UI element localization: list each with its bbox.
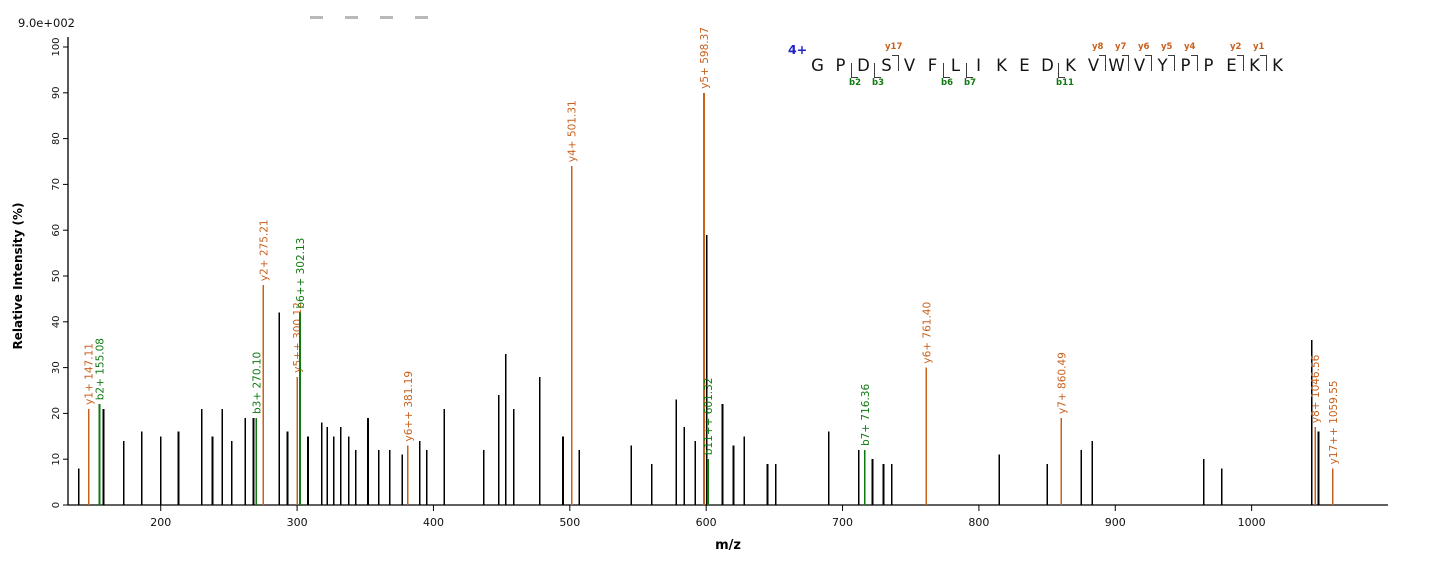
residue-letter: K — [1065, 56, 1076, 75]
y-ion-bracket-icon — [1145, 55, 1152, 71]
b-ion-bracket-icon — [851, 63, 858, 78]
residue-letter: E — [1019, 56, 1030, 75]
residue-letter: P — [1203, 56, 1214, 75]
y-tick-label: 0 — [51, 502, 62, 508]
residue-letter: K — [1249, 56, 1260, 75]
residue-letter: K — [996, 56, 1007, 75]
x-tick-label: 700 — [832, 516, 853, 529]
residue-letter: G — [811, 56, 824, 75]
residue-letter: I — [976, 56, 981, 75]
x-tick-label: 300 — [287, 516, 308, 529]
y-tick-label: 80 — [51, 132, 62, 145]
y-ion-peak-label: y8+ 1046.56 — [1310, 354, 1322, 423]
x-tick-label: 600 — [696, 516, 717, 529]
b-ion-peak-label: b6++ 302.13 — [295, 238, 307, 309]
y-axis-label: Relative Intensity (%) — [11, 203, 25, 350]
x-tick-label: 800 — [968, 516, 989, 529]
y-ion-peak-label: y17++ 1059.55 — [1328, 380, 1340, 464]
y-ion-bracket-icon — [1122, 55, 1129, 71]
residue-letter: P — [1180, 56, 1191, 75]
y-ion-bracket-icon — [1168, 55, 1175, 71]
y-tick-label: 100 — [51, 37, 62, 56]
y-ion-peak-label: y1+ 147.11 — [84, 343, 96, 405]
b-ion-label: b2 — [849, 78, 861, 88]
x-tick-label: 1000 — [1238, 516, 1266, 529]
y-tick-label: 60 — [51, 224, 62, 237]
residue-letter: D — [1041, 56, 1054, 75]
y-ion-peak-label: y6+ 761.40 — [921, 302, 933, 364]
b-ion-label: b7 — [964, 78, 976, 88]
x-tick-label: 400 — [423, 516, 444, 529]
max-intensity-label: 9.0e+002 — [18, 16, 75, 30]
b-ion-bracket-icon — [943, 63, 950, 78]
y-ion-bracket-icon — [1260, 55, 1267, 71]
y-ion-peak-label: y4+ 501.31 — [567, 100, 579, 162]
b-ion-bracket-icon — [1058, 63, 1065, 78]
x-axis-label: m/z — [715, 538, 741, 553]
b-ion-peak-label: b2+ 155.08 — [94, 338, 106, 400]
residue-letter: V — [1133, 56, 1146, 75]
artifact-dash — [345, 16, 358, 19]
y-ion-bracket-icon — [1099, 55, 1106, 71]
y-ion-label: y1 — [1253, 42, 1265, 52]
y-tick-label: 30 — [51, 361, 62, 374]
y-tick-label: 50 — [51, 270, 62, 283]
residue-letter: P — [835, 56, 846, 75]
y-ion-label: y8 — [1092, 42, 1104, 52]
artifact-dash — [310, 16, 323, 19]
y-ion-label: y7 — [1115, 42, 1127, 52]
residue-letter: F — [927, 56, 938, 75]
y-ion-bracket-icon — [1191, 55, 1198, 71]
y-tick-label: 10 — [51, 453, 62, 466]
b-ion-label: b6 — [941, 78, 953, 88]
y-ion-bracket-icon — [1237, 55, 1244, 71]
residue-letter: L — [950, 56, 961, 75]
y-ion-label: y5 — [1161, 42, 1173, 52]
b-ion-peak-label: b7+ 716.36 — [860, 383, 872, 446]
x-tick-label: 200 — [150, 516, 171, 529]
artifact-dash — [380, 16, 393, 19]
artifact-dash — [415, 16, 428, 19]
residue-letter: V — [1087, 56, 1100, 75]
b-ion-peak-label: b3+ 270.10 — [251, 352, 263, 414]
y-tick-label: 40 — [51, 315, 62, 328]
x-tick-label: 900 — [1105, 516, 1126, 529]
residue-letter: Y — [1157, 56, 1168, 75]
residue-letter: V — [903, 56, 916, 75]
y-ion-peak-label: y5+ 598.37 — [699, 27, 711, 89]
y-ion-bracket-icon — [892, 55, 899, 71]
residue-letter: W — [1108, 56, 1125, 75]
y-ion-label: y6 — [1138, 42, 1150, 52]
b-ion-label: b11 — [1056, 78, 1074, 88]
b-ion-label: b3 — [872, 78, 884, 88]
y-tick-label: 70 — [51, 178, 62, 191]
y-ion-label: y17 — [885, 42, 903, 52]
y-ion-peak-label: y6++ 381.19 — [403, 371, 415, 442]
y-ion-peak-label: y2+ 275.21 — [258, 219, 270, 281]
residue-letter: S — [881, 56, 892, 75]
y-ion-label: y2 — [1230, 42, 1242, 52]
residue-letter: E — [1226, 56, 1237, 75]
y-ion-peak-label: y7+ 860.49 — [1056, 352, 1068, 414]
precursor-charge-label: 4+ — [788, 42, 808, 57]
y-ion-peak-label: y5++ 300.12 — [292, 302, 304, 373]
y-tick-label: 90 — [51, 86, 62, 99]
residue-letter: D — [857, 56, 870, 75]
residue-letter: K — [1272, 56, 1283, 75]
b-ion-bracket-icon — [874, 63, 881, 78]
x-tick-label: 500 — [559, 516, 580, 529]
y-tick-label: 20 — [51, 407, 62, 420]
b-ion-bracket-icon — [966, 63, 973, 78]
y-ion-label: y4 — [1184, 42, 1196, 52]
b-ion-peak-label: b11++ 601.32 — [703, 377, 715, 455]
